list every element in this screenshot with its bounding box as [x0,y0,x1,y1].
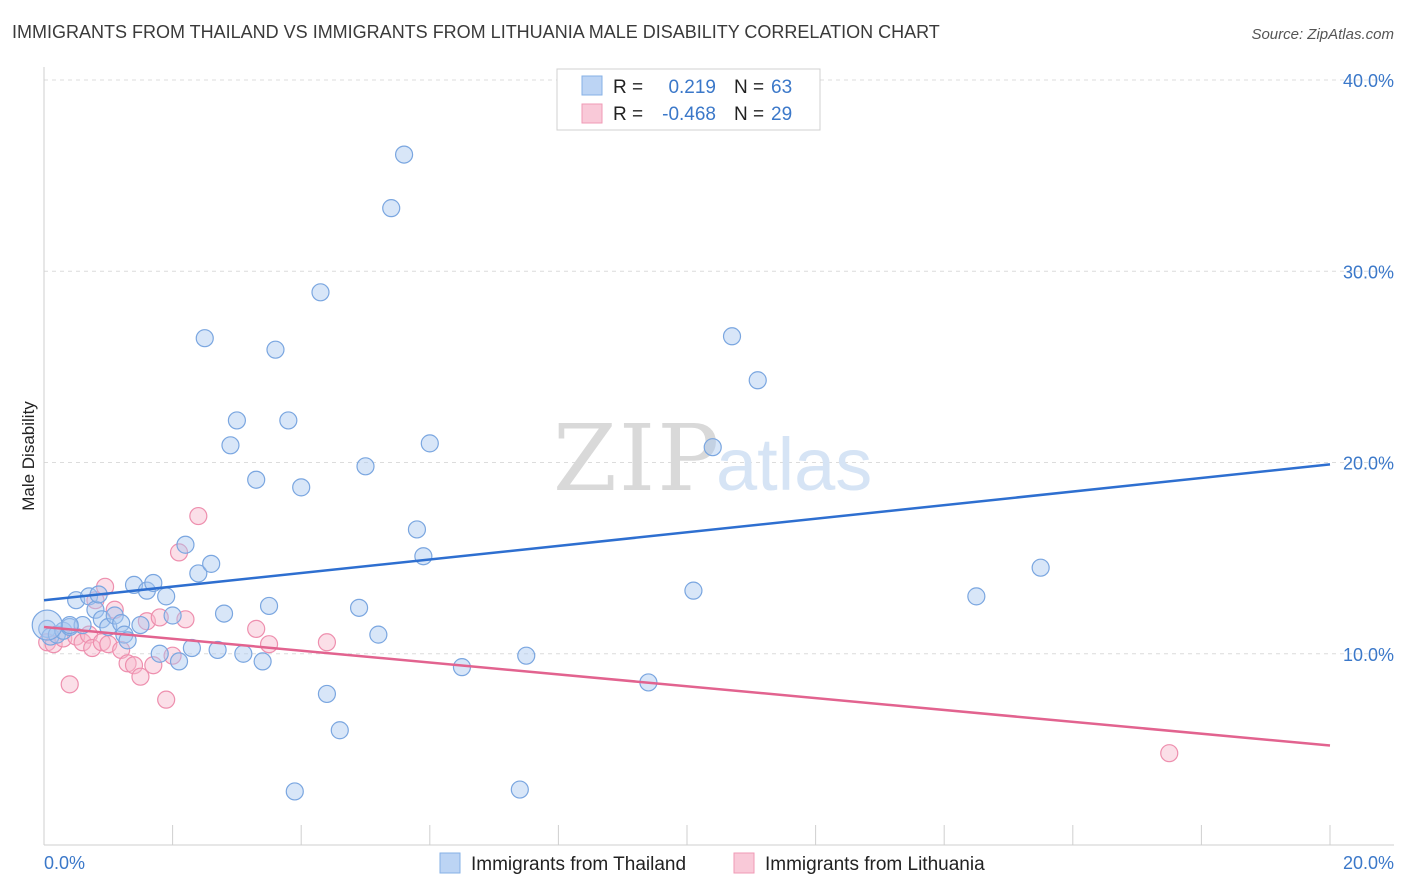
lithuania-point-23 [189,506,208,526]
thailand-point-50 [420,434,439,453]
thailand-point-59 [285,782,304,801]
thailand-point-30 [214,604,234,623]
y-axis-label: Male Disability [19,401,38,511]
thailand-point-20 [150,644,169,663]
legend-n-label-lithuania: N = [734,104,764,125]
thailand-point-41 [317,684,337,704]
thailand-point-26 [189,564,208,583]
thailand-point-58 [1031,558,1050,577]
watermark: ZIP atlas [553,405,872,512]
thailand-point-35 [253,652,272,671]
legend-r-label-thailand: R = [613,77,643,98]
thailand-point-28 [202,554,221,573]
thailand-cluster-point [31,609,63,641]
thailand-point-43 [349,598,369,617]
thailand-point-24 [176,535,195,554]
thailand-point-54 [703,438,722,457]
thailand-point-60 [510,780,529,799]
lithuania-point-17 [144,656,163,675]
bottom-legend-swatch-thailand [439,852,461,874]
y-tick-label-1: 20.0% [1343,454,1394,474]
thailand-point-61 [517,646,536,665]
legend-n-label-thailand: N = [734,77,764,98]
thailand-point-17 [131,615,150,635]
watermark-atlas: atlas [716,423,872,506]
bottom-legend-label-lithuania: Immigrants from Lithuania [765,854,985,875]
thailand-point-36 [259,596,279,616]
x-tick-label-max: 20.0% [1343,853,1394,873]
thailand-point-33 [234,644,253,663]
stats-legend: R = 0.219 N = 63 R = -0.468 N = 29 [556,68,821,131]
thailand-point-37 [266,340,285,359]
thailand-point-49 [414,547,433,566]
thailand-point-42 [330,721,349,740]
series-legend: Immigrants from Thailand Immigrants from… [439,852,985,875]
thailand-point-8 [86,600,105,619]
y-tick-label-3: 40.0% [1343,71,1394,91]
source-label: Source: ZipAtlas.com [1251,26,1394,43]
thailand-point-45 [369,625,388,644]
thailand-point-29 [208,640,227,660]
lithuania-point-25 [259,635,279,654]
thailand-point-44 [356,457,375,476]
legend-n-value-lithuania: 29 [771,104,792,125]
legend-swatch-thailand [581,75,603,96]
lithuania-point-3 [60,675,79,694]
y-tick-label-2: 30.0% [1343,262,1394,282]
watermark-zip: ZIP [553,405,721,512]
legend-n-value-thailand: 63 [771,77,792,98]
thailand-point-22 [163,606,182,625]
x-tick-label-min: 0.0% [44,853,85,873]
thailand-point-39 [292,478,311,497]
bottom-legend-swatch-lithuania [733,852,755,874]
thailand-point-40 [311,283,330,302]
lithuania-point-19 [157,690,176,709]
legend-r-label-lithuania: R = [613,104,643,125]
thailand-point-47 [394,145,414,164]
thailand-point-21 [157,587,176,606]
thailand-point-56 [748,371,767,390]
thailand-point-34 [247,470,266,489]
thailand-point-38 [279,411,298,430]
lithuania-point-15 [131,667,150,686]
series-thailand-points [31,145,1050,801]
thailand-point-31 [221,436,240,455]
lithuania-point-9 [92,633,111,652]
thailand-point-27 [195,329,214,348]
lithuania-point-24 [247,619,266,638]
trend-line-lithuania [43,625,1331,747]
lithuania-point-26 [317,633,337,652]
thailand-point-13 [112,614,131,633]
lithuania-point-27 [1160,744,1179,763]
thailand-point-23 [169,652,189,671]
thailand-point-46 [382,199,401,218]
lithuania-point-13 [118,654,137,673]
trend-lines [43,463,1331,747]
thailand-point-57 [967,587,986,606]
bottom-legend-label-thailand: Immigrants from Thailand [471,854,686,875]
legend-swatch-lithuania [581,103,603,124]
y-tick-labels: 10.0% 20.0% 30.0% 40.0% [1343,71,1394,665]
y-tick-label-0: 10.0% [1343,645,1394,665]
legend-r-value-thailand: 0.219 [668,77,716,98]
thailand-point-53 [684,581,703,600]
thailand-point-48 [407,520,427,539]
series-lithuania-points [38,506,1179,763]
legend-r-value-lithuania: -0.468 [662,104,716,125]
thailand-point-55 [722,327,742,346]
lithuania-point-14 [124,656,144,675]
trend-line-thailand [43,463,1331,602]
thailand-point-32 [227,411,246,430]
chart-title: IMMIGRANTS FROM THAILAND VS IMMIGRANTS F… [12,22,940,42]
